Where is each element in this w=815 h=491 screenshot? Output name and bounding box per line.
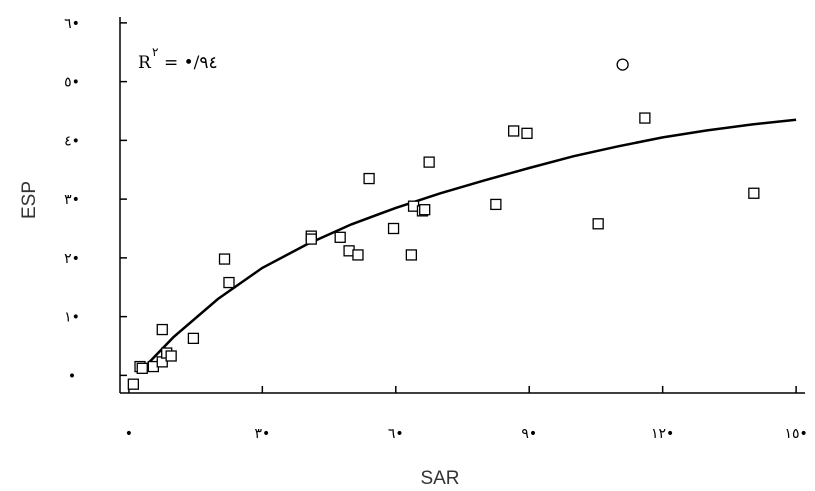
data-point-square	[748, 187, 760, 199]
data-point-square	[127, 378, 139, 390]
x-tick-label: ١٥•	[784, 426, 807, 442]
data-point-square	[352, 249, 364, 261]
data-point-square	[419, 204, 431, 216]
data-point-square	[592, 218, 604, 230]
y-tick-label: ٦•	[64, 16, 80, 32]
data-point-square	[521, 127, 533, 139]
y-tick-label: ٤•	[64, 133, 80, 149]
data-points	[127, 58, 760, 390]
x-axis-title: SAR	[420, 468, 459, 489]
data-point-square	[639, 112, 651, 124]
y-tick-label: ١•	[64, 310, 80, 326]
y-tick-label: •	[68, 368, 76, 384]
axes	[119, 17, 805, 394]
r-squared-value: = •/٩٤	[164, 53, 218, 73]
data-point-square	[423, 156, 435, 168]
data-point-square	[218, 253, 231, 265]
data-point-circle	[616, 58, 629, 71]
y-tick-label: ٥•	[64, 75, 80, 91]
fit-curve	[141, 118, 797, 371]
data-point-square	[165, 350, 177, 362]
x-tick-label: ٣•	[254, 426, 270, 442]
data-point-square	[334, 231, 346, 243]
ticks: • ١• ٢• ٣• ٤• ٥• ٦• • ٣• ٦• ٩• ١٢• ١٥•	[64, 16, 808, 442]
x-tick-label: •	[125, 426, 133, 442]
data-point-square	[223, 276, 235, 289]
y-tick-label: ٣•	[64, 192, 80, 208]
x-tick-label: ٦•	[388, 426, 404, 442]
data-point-square	[508, 125, 520, 137]
data-point-square	[136, 362, 148, 374]
data-point-square	[305, 233, 317, 245]
y-tick-label: ٢•	[64, 251, 80, 267]
data-point-square	[156, 323, 168, 336]
data-point-square	[387, 222, 400, 235]
r-squared-symbol: R	[138, 53, 152, 73]
data-point-square	[405, 249, 417, 261]
x-tick-label: ١٢•	[651, 426, 674, 442]
data-point-square	[490, 198, 502, 211]
data-point-square	[187, 332, 200, 345]
fit-curve-layer	[141, 118, 797, 371]
y-axis-title: ESP	[19, 181, 40, 219]
data-point-square	[363, 172, 375, 185]
r-squared-annotation: R ٢ = •/٩٤	[138, 45, 218, 73]
r-squared-exponent: ٢	[152, 45, 158, 59]
x-tick-label: ٩•	[521, 426, 537, 442]
